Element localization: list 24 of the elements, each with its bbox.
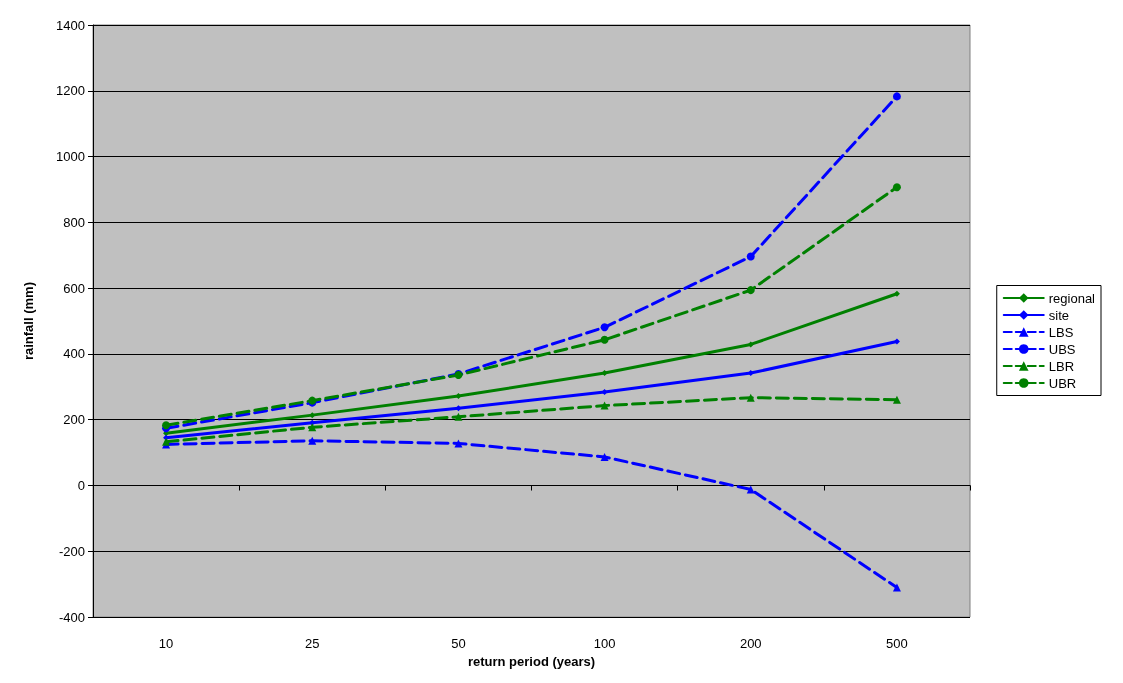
y-tick-label: -400 <box>58 609 85 625</box>
x-tick-label: 200 <box>739 636 762 652</box>
legend-label: LBS <box>1048 324 1074 340</box>
legend-label: UBR <box>1048 375 1077 391</box>
x-tick-label: 25 <box>305 636 320 652</box>
legend-label: regional <box>1048 290 1096 306</box>
legend-label: LBR <box>1048 358 1075 374</box>
x-tick-label: 50 <box>451 636 466 652</box>
y-tick-label: 1400 <box>56 17 85 33</box>
x-axis-title: return period (years) <box>467 654 596 669</box>
x-tick-label: 10 <box>158 636 174 652</box>
y-tick-label: 600 <box>63 280 85 296</box>
y-tick-label: 0 <box>77 478 85 494</box>
y-tick-label: 200 <box>63 412 85 428</box>
x-tick-label: 500 <box>886 636 908 652</box>
y-tick-label: -200 <box>58 543 85 559</box>
x-tick-label: 100 <box>593 636 616 652</box>
legend-label: UBS <box>1048 341 1076 357</box>
y-tick-label: 400 <box>63 346 85 362</box>
y-tick-label: 1200 <box>56 83 85 99</box>
y-tick-label: 1000 <box>56 149 85 165</box>
y-axis-title: rainfall (mm) <box>21 282 36 361</box>
legend-label: site <box>1048 307 1069 323</box>
y-tick-label: 800 <box>63 214 85 230</box>
